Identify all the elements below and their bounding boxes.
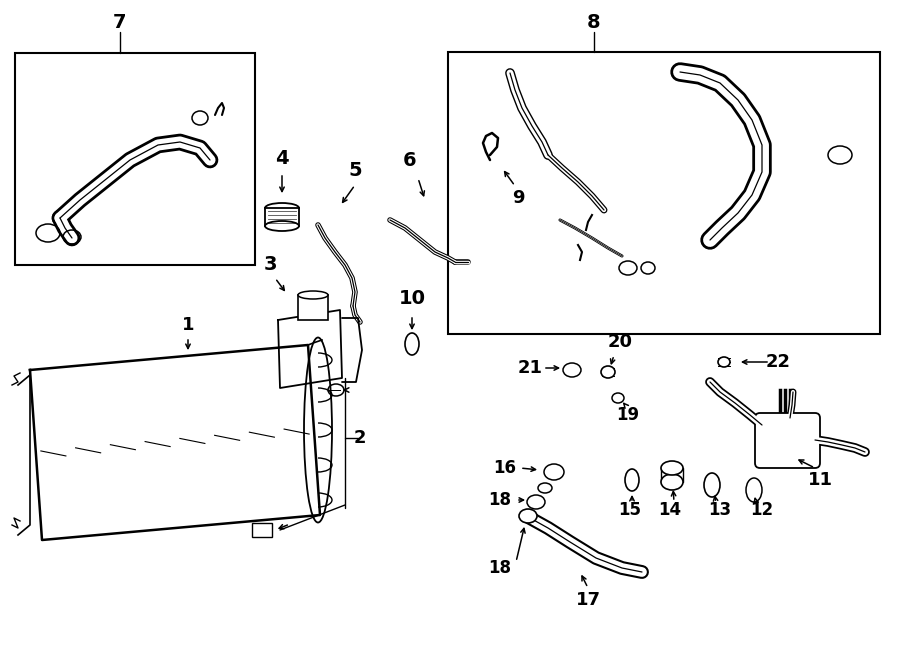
Bar [15,53,255,265]
Polygon shape [30,345,320,540]
Polygon shape [278,310,342,388]
Text: 18: 18 [489,559,511,577]
Text: 22: 22 [766,353,790,371]
Text: 21: 21 [518,359,543,377]
Ellipse shape [601,366,615,378]
Ellipse shape [519,509,537,523]
Text: 13: 13 [708,501,732,519]
Bar [448,52,880,334]
Text: 7: 7 [113,13,127,32]
Bar [298,295,328,320]
Ellipse shape [612,393,624,403]
Text: 9: 9 [512,189,524,207]
Text: 5: 5 [348,161,362,180]
Text: 2: 2 [354,429,366,447]
Text: 18: 18 [489,491,511,509]
Text: 12: 12 [751,501,774,519]
Text: 19: 19 [616,406,640,424]
Text: 8: 8 [587,13,601,32]
Ellipse shape [251,396,265,404]
FancyBboxPatch shape [755,413,820,468]
Bar [265,208,299,226]
Text: 11: 11 [807,471,833,489]
Ellipse shape [405,333,419,355]
Ellipse shape [304,338,332,522]
Ellipse shape [298,291,328,299]
Text: 6: 6 [403,151,417,169]
Ellipse shape [661,474,683,490]
Text: 10: 10 [399,288,426,307]
Text: 1: 1 [182,316,194,334]
Ellipse shape [538,483,552,493]
Bar [252,523,272,537]
Ellipse shape [704,473,720,497]
Text: 17: 17 [575,591,600,609]
Text: 20: 20 [608,333,633,351]
Text: 4: 4 [275,149,289,167]
Text: 14: 14 [659,501,681,519]
Ellipse shape [718,357,730,367]
Text: 3: 3 [263,256,277,274]
Text: 16: 16 [493,459,517,477]
Text: 15: 15 [618,501,642,519]
Ellipse shape [265,221,299,231]
Ellipse shape [661,461,683,475]
Ellipse shape [265,203,299,213]
